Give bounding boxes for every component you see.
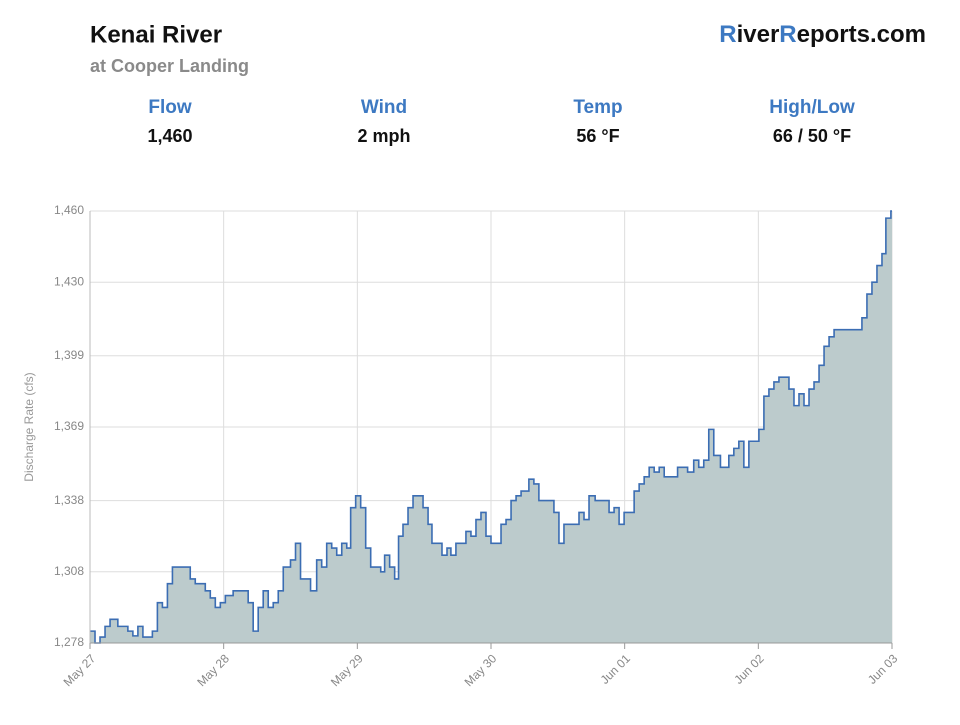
- y-axis-title: Discharge Rate (cfs): [22, 372, 36, 481]
- y-tick-label: 1,399: [54, 348, 84, 362]
- stat-label: Wind: [361, 97, 407, 118]
- plot: 1,278 1,308 1,338 1,369 1,399 1,430 1,460 May 2…: [22, 203, 900, 689]
- x-tick-label: May 30: [462, 651, 500, 689]
- brand-part: iver: [737, 21, 780, 48]
- x-tick-label: Jun 01: [598, 651, 634, 687]
- brand-part: R: [779, 21, 796, 48]
- brand-part: R: [719, 21, 736, 48]
- stat-value: 56 °F: [576, 126, 619, 146]
- line: [90, 210, 892, 644]
- brand[interactable]: RiverReports.com: [719, 21, 926, 48]
- y-tick-label: 1,430: [54, 274, 84, 288]
- brand-part: eports.com: [797, 21, 926, 48]
- x-tick-label: May 29: [328, 651, 366, 689]
- stats: Flow 1,460 Wind 2 mph Temp 56 °F High/Low 66 / …: [147, 97, 854, 146]
- y-tick-label: 1,460: [54, 203, 84, 217]
- y-tick-label: 1,369: [54, 419, 84, 433]
- x-tick-label: May 28: [194, 651, 232, 689]
- subtitle: at Cooper Landing: [90, 56, 249, 76]
- y-tick-label: 1,278: [54, 635, 84, 649]
- x-tick-label: Jun 03: [865, 651, 901, 687]
- area: [90, 211, 892, 643]
- stat-value: 2 mph: [357, 126, 410, 146]
- stat-value: 66 / 50 °F: [773, 126, 851, 146]
- y-tick-label: 1,308: [54, 564, 84, 578]
- y-tick-label: 1,338: [54, 493, 84, 507]
- stat-label: Temp: [573, 97, 622, 118]
- title: Kenai River: [90, 21, 222, 48]
- x-tick-label: May 27: [61, 651, 99, 689]
- x-tick-label: Jun 02: [731, 651, 767, 687]
- stat-label: Flow: [148, 97, 191, 118]
- stat-value: 1,460: [147, 126, 192, 146]
- stat-label: High/Low: [769, 97, 855, 118]
